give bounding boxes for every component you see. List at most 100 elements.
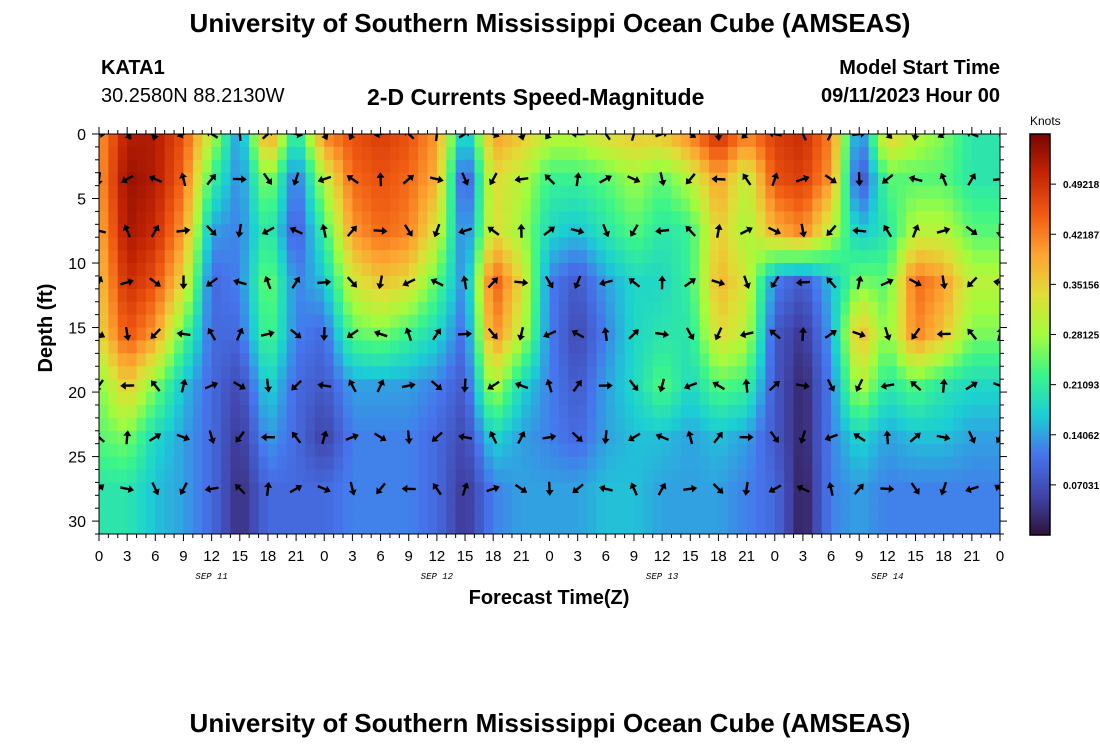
heatmap-cell	[831, 443, 842, 458]
heatmap-cell	[380, 327, 391, 342]
heatmap-cell	[953, 263, 964, 277]
heatmap-cell	[502, 456, 513, 471]
heatmap-cell	[943, 456, 954, 471]
heatmap-cell	[239, 301, 250, 316]
heatmap-cell	[436, 314, 447, 329]
heatmap-cell	[493, 275, 504, 290]
current-vector	[573, 275, 582, 289]
heatmap-cell	[239, 134, 250, 148]
heatmap-cell	[183, 159, 194, 174]
heatmap-cell	[239, 159, 250, 174]
heatmap-cell	[174, 263, 185, 277]
heatmap-cell	[155, 263, 166, 277]
heatmap-cell	[737, 521, 748, 534]
heatmap-cell	[615, 327, 626, 342]
heatmap-cell	[521, 301, 532, 316]
heatmap-cell	[859, 404, 870, 419]
heatmap-cell	[596, 288, 607, 303]
heatmap-cell	[953, 224, 964, 238]
heatmap-cell	[221, 456, 231, 471]
heatmap-cell	[474, 146, 485, 161]
heatmap-cell	[371, 146, 382, 161]
heatmap-cell	[887, 301, 898, 316]
heatmap-cell	[267, 482, 278, 496]
heatmap-cell	[371, 392, 382, 406]
heatmap-cell	[755, 134, 766, 148]
heatmap-cell	[568, 430, 579, 445]
heatmap-cell	[427, 146, 438, 161]
heatmap-cell	[286, 443, 297, 458]
heatmap-cell	[840, 172, 851, 187]
heatmap-cell	[145, 263, 156, 277]
heatmap-cell	[568, 301, 579, 316]
heatmap-cell	[727, 172, 738, 187]
heatmap-cell	[849, 275, 860, 290]
heatmap-cell	[549, 521, 560, 534]
heatmap-cell	[755, 521, 766, 534]
heatmap-cell	[164, 508, 175, 522]
heatmap-cell	[587, 185, 598, 200]
heatmap-cell	[267, 353, 278, 367]
heatmap-cell	[446, 392, 457, 406]
heatmap-cell	[371, 404, 382, 419]
heatmap-cell	[690, 211, 701, 225]
heatmap-cell	[633, 314, 644, 329]
heatmap-cell	[587, 198, 598, 213]
heatmap-cell	[568, 327, 579, 342]
heatmap-cell	[840, 340, 851, 354]
heatmap-cell	[887, 521, 898, 534]
heatmap-cell	[192, 430, 203, 445]
heatmap-cell	[343, 314, 354, 329]
heatmap-cell	[774, 275, 785, 290]
heatmap-cell	[877, 469, 888, 483]
heatmap-cell	[971, 417, 982, 432]
heatmap-cell	[493, 495, 504, 509]
heatmap-cell	[371, 366, 382, 380]
heatmap-cell	[840, 508, 851, 522]
current-vector	[572, 483, 584, 494]
heatmap-cell	[877, 185, 888, 200]
current-vector	[99, 379, 104, 390]
heatmap-cell	[633, 172, 644, 187]
heatmap-cell	[108, 301, 119, 316]
heatmap-cell	[521, 340, 532, 354]
heatmap-cell	[596, 456, 607, 471]
heatmap-cell	[474, 482, 485, 496]
heatmap-cell	[408, 211, 419, 225]
heatmap-cell	[709, 211, 720, 225]
heatmap-cell	[408, 198, 419, 213]
heatmap-cell	[493, 521, 504, 534]
heatmap-cell	[277, 211, 288, 225]
heatmap-cell	[352, 134, 363, 148]
heatmap-cell	[831, 508, 842, 522]
heatmap-cell	[136, 146, 147, 161]
heatmap-cell	[615, 288, 626, 303]
heatmap-cell	[990, 263, 1000, 277]
heatmap-cell	[558, 314, 569, 329]
heatmap-cell	[953, 172, 964, 187]
heatmap-cell	[765, 185, 776, 200]
heatmap-cell	[145, 159, 156, 174]
heatmap-cell	[483, 404, 494, 419]
heatmap-cell	[446, 198, 457, 213]
current-vector	[264, 378, 273, 393]
heatmap-cell	[549, 327, 560, 342]
current-vector	[263, 275, 272, 290]
heatmap-cell	[408, 288, 419, 303]
heatmap-cell	[249, 185, 260, 200]
heatmap-cell	[380, 495, 391, 509]
x-tick-label: 15	[231, 548, 248, 565]
heatmap-cell	[521, 185, 532, 200]
heatmap-cell	[446, 404, 457, 419]
heatmap-cell	[737, 366, 748, 380]
heatmap-cell	[502, 482, 513, 496]
heatmap-cell	[549, 275, 560, 290]
heatmap-cell	[727, 430, 738, 445]
heatmap-cell	[202, 443, 213, 458]
heatmap-cell	[221, 417, 231, 432]
heatmap-cell	[361, 250, 372, 264]
heatmap-cell	[859, 250, 870, 264]
heatmap-cell	[849, 508, 860, 522]
heatmap-cell	[962, 340, 973, 354]
heatmap-cell	[530, 250, 541, 264]
